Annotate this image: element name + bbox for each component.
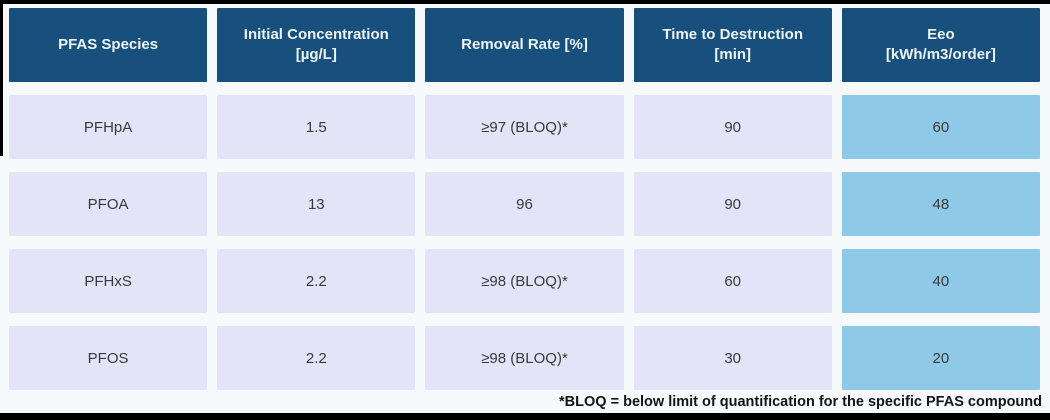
bloq-footnote: *BLOQ = below limit of quantification fo… <box>559 394 1042 410</box>
cell-initial-concentration: 1.5 <box>217 95 416 159</box>
pfas-results-table: PFAS Species Initial Concentration [µg/L… <box>9 8 1040 390</box>
cell-eeo: 40 <box>841 249 1040 313</box>
frame-top-bar <box>0 0 1050 4</box>
cell-initial-concentration: 2.2 <box>217 326 416 390</box>
cell-initial-concentration: 2.2 <box>217 249 416 313</box>
cell-eeo: 60 <box>841 95 1040 159</box>
cell-species: PFHxS <box>9 249 208 313</box>
cell-initial-concentration: 13 <box>217 172 416 236</box>
cell-species: PFOS <box>9 326 208 390</box>
cell-time-to-destruction: 60 <box>633 249 832 313</box>
cell-time-to-destruction: 90 <box>633 95 832 159</box>
frame-bottom-bar <box>0 413 1050 420</box>
cell-removal-rate: 96 <box>425 172 624 236</box>
cell-time-to-destruction: 30 <box>633 326 832 390</box>
cell-eeo: 20 <box>841 326 1040 390</box>
cell-eeo: 48 <box>841 172 1040 236</box>
column-header-removal-rate: Removal Rate [%] <box>425 8 624 82</box>
frame-left-bar <box>0 0 3 156</box>
cell-removal-rate: ≥98 (BLOQ)* <box>425 326 624 390</box>
cell-species: PFOA <box>9 172 208 236</box>
cell-removal-rate: ≥97 (BLOQ)* <box>425 95 624 159</box>
cell-removal-rate: ≥98 (BLOQ)* <box>425 249 624 313</box>
column-header-pfas-species: PFAS Species <box>9 8 208 82</box>
cell-species: PFHpA <box>9 95 208 159</box>
column-header-eeo: Eeo [kWh/m3/order] <box>841 8 1040 82</box>
cell-time-to-destruction: 90 <box>633 172 832 236</box>
column-header-initial-concentration: Initial Concentration [µg/L] <box>217 8 416 82</box>
column-header-time-to-destruction: Time to Destruction [min] <box>633 8 832 82</box>
